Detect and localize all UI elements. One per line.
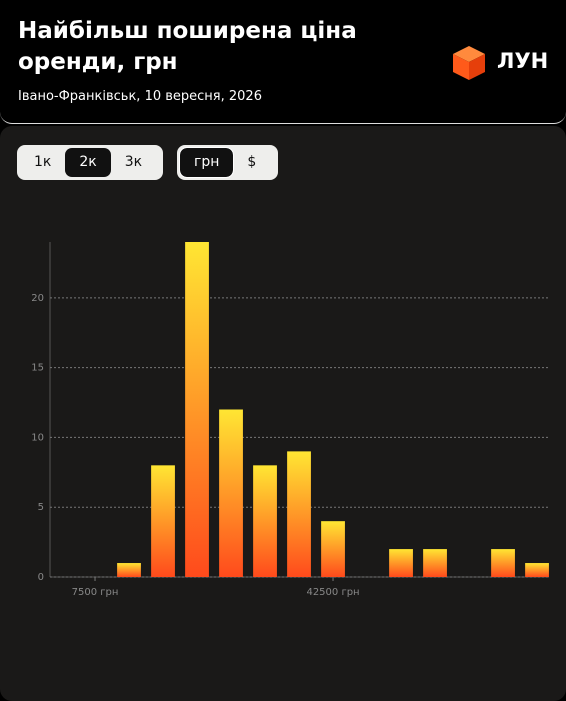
bar xyxy=(185,242,209,577)
bar xyxy=(219,409,243,577)
bar xyxy=(389,549,413,577)
toggle-button[interactable]: 3к xyxy=(124,154,143,170)
bar xyxy=(423,549,447,577)
title: Найбільш поширена ціна оренди, грн xyxy=(18,18,357,75)
y-tick-label: 15 xyxy=(31,363,44,374)
card xyxy=(0,126,566,701)
logo-icon xyxy=(453,46,485,80)
bar xyxy=(287,451,311,577)
rooms-toggle: 1к 2к 3к xyxy=(17,145,163,180)
bar xyxy=(525,563,549,577)
toggle-button[interactable]: 2к xyxy=(65,148,111,177)
y-tick-label: 10 xyxy=(31,432,44,443)
logo-text: ЛУН xyxy=(497,49,549,73)
currency-toggle: грн $ xyxy=(177,145,278,180)
bar xyxy=(253,465,277,577)
y-tick-label: 5 xyxy=(38,502,44,513)
bar xyxy=(321,521,345,577)
toggle-button[interactable]: $ xyxy=(247,154,257,170)
x-tick-label: 42500 грн xyxy=(306,587,359,598)
toggle-button[interactable]: 1к xyxy=(34,154,52,170)
subtitle: Івано-Франківськ, 10 вересня, 2026 xyxy=(18,89,262,104)
bar xyxy=(117,563,141,577)
bar xyxy=(151,465,175,577)
bar xyxy=(491,549,515,577)
header: Найбільш поширена ціна оренди, грн Івано… xyxy=(0,0,566,124)
y-tick-label: 0 xyxy=(38,572,44,583)
x-tick-label: 7500 грн xyxy=(72,587,119,598)
toggle-button[interactable]: грн xyxy=(178,147,235,178)
y-tick-label: 20 xyxy=(31,293,44,304)
